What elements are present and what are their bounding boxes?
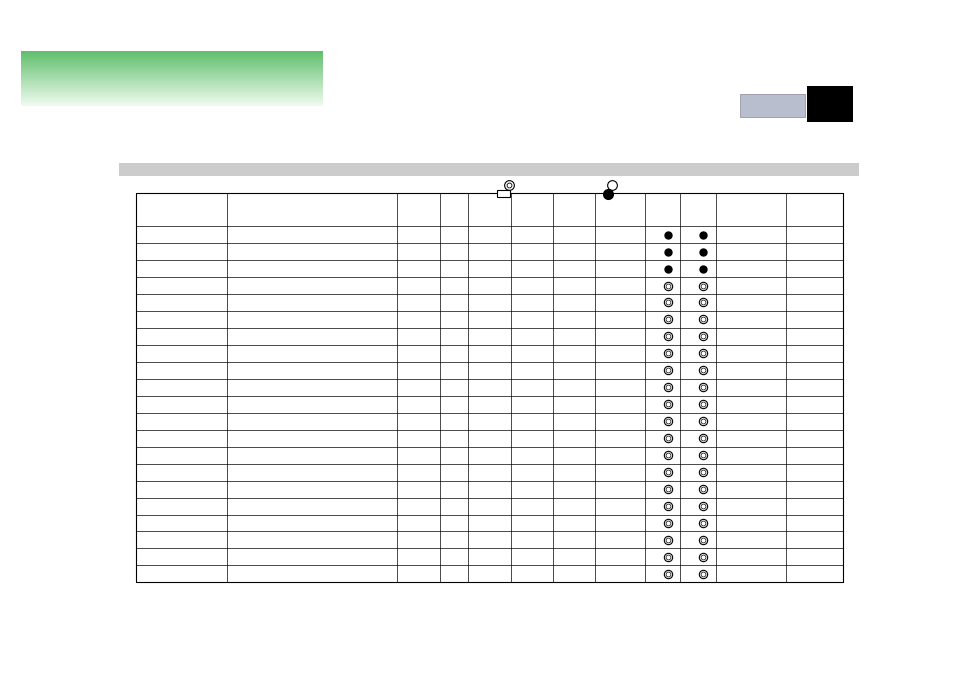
Bar	[497, 190, 510, 197]
Bar	[806, 87, 852, 122]
Bar	[135, 193, 842, 583]
Bar	[119, 163, 858, 176]
Bar	[740, 93, 804, 116]
